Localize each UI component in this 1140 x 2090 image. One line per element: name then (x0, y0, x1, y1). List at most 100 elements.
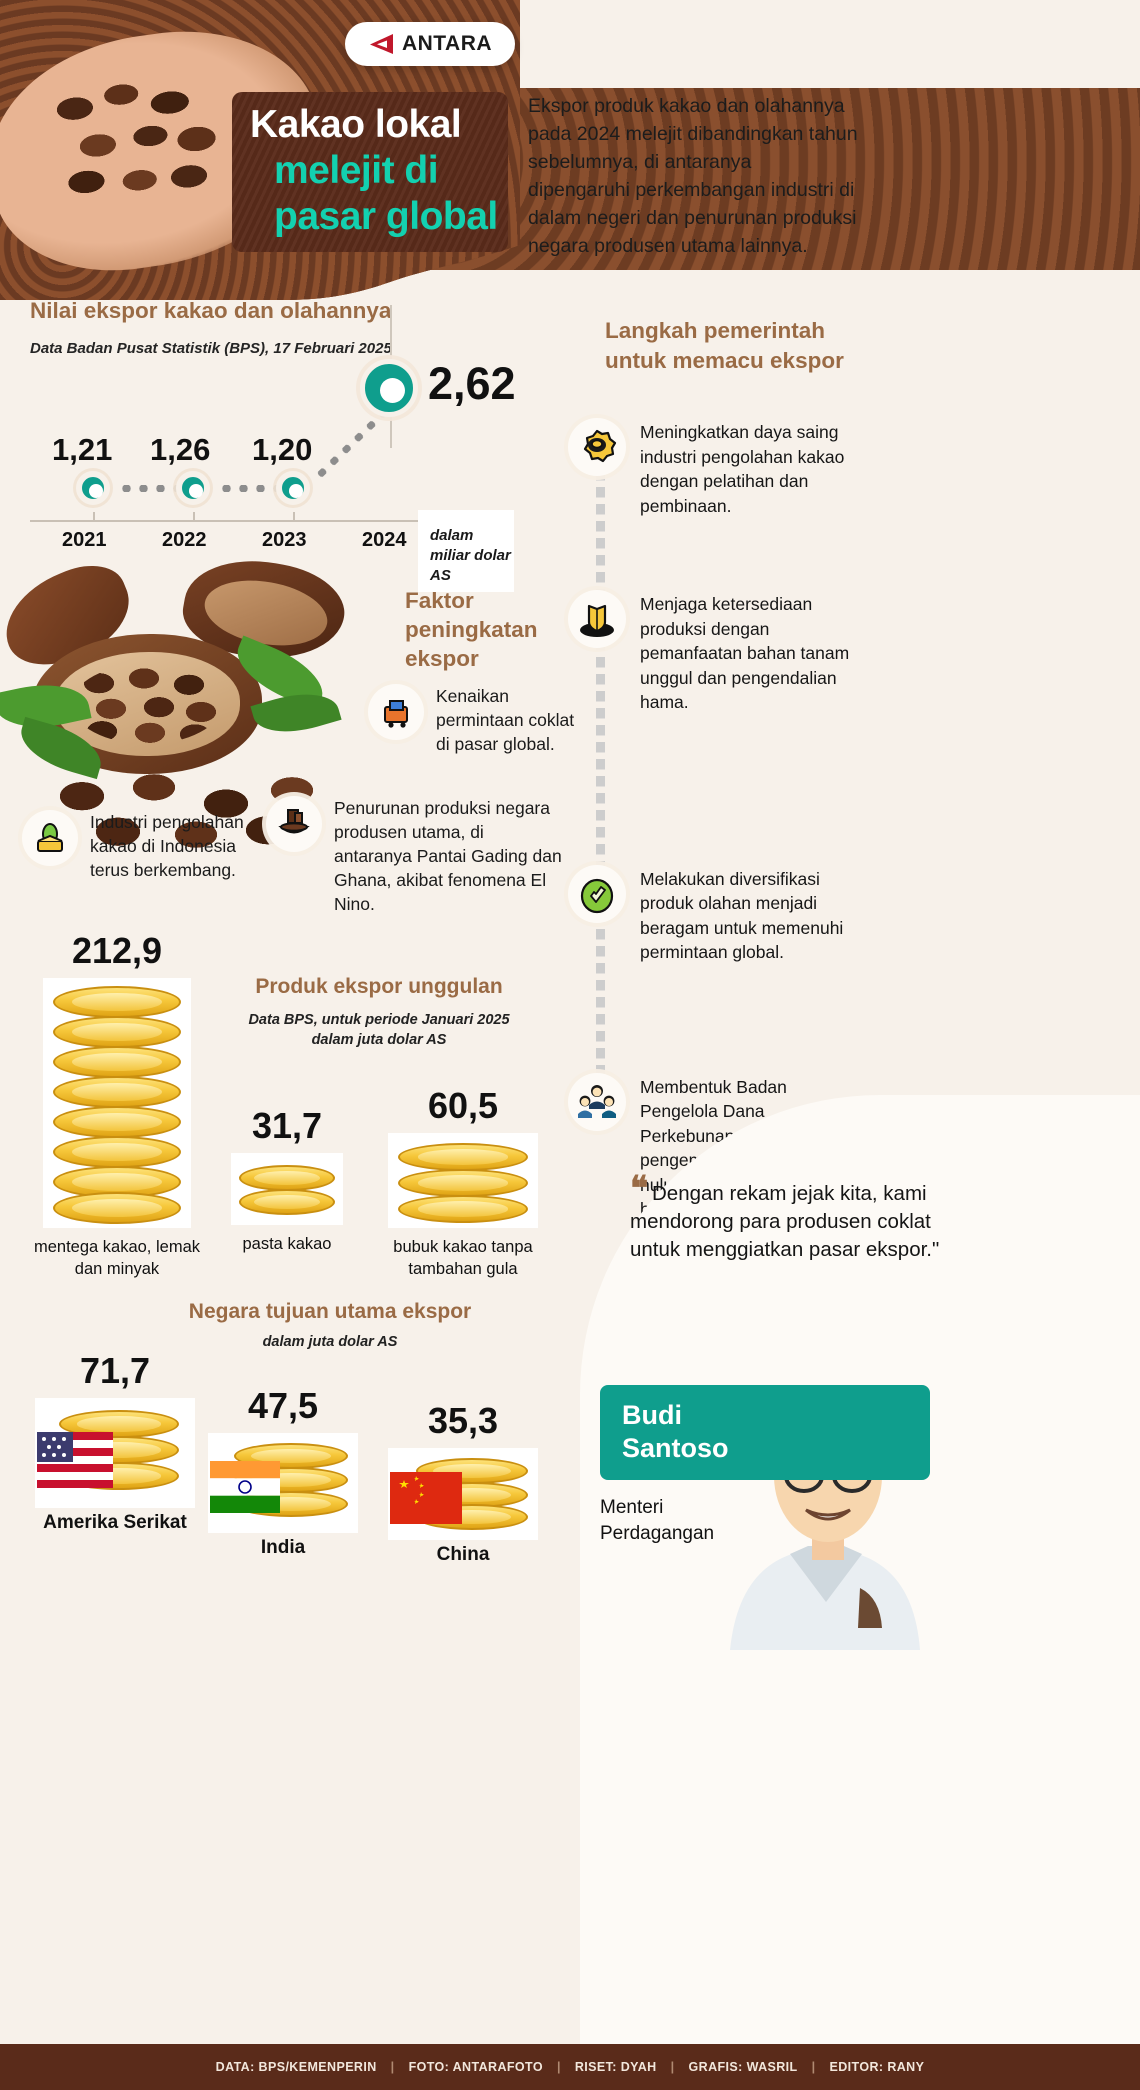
produk-item-3-label: bubuk kakao tanpa tambahan gula (393, 1238, 533, 1278)
minister-role-line-2: Perdagangan (600, 1523, 715, 1544)
faktor-item-2: Industri pengolahan kakao di Indonesia t… (22, 810, 272, 882)
negara-item-1-coin-stack (35, 1398, 195, 1508)
faktor-item-2-text: Industri pengolahan kakao di Indonesia t… (90, 812, 244, 880)
chart-x-axis (30, 520, 450, 522)
chart-point-2021 (76, 471, 110, 505)
hero-title-line-1: Kakao lokal (250, 103, 462, 146)
chart-label-2024: 2024 (362, 529, 407, 551)
minister-name-badge: Budi Santoso (600, 1385, 930, 1480)
produk-item-1-value: 212,9 (71, 930, 163, 971)
quote-block: ❝ Dengan rekam jejak kita, kami mendoron… (630, 1172, 960, 1264)
chart-label-2021: 2021 (62, 529, 107, 551)
footer-credit-2: FOTO: ANTARAFOTO (408, 2060, 543, 2074)
chart-tick-2021 (93, 512, 95, 522)
shield-icon (568, 590, 626, 648)
chart-value-2023: 1,20 (252, 432, 313, 467)
produk-item-3-coin-stack (388, 1133, 538, 1228)
chart-point-2024 (360, 359, 418, 417)
negara-item-3-label: China (436, 1544, 490, 1565)
footer-separator-1: | (390, 2060, 395, 2074)
produk-item-1: 212,9 mentega kakao, lemak dan minyak (22, 930, 212, 1280)
minister-name-line-2: Santoso (622, 1433, 729, 1463)
flag-usa-icon (37, 1432, 113, 1488)
quote-text: Dengan rekam jejak kita, kami mendorong … (630, 1182, 940, 1261)
langkah-item-3: Melakukan diversifikasi produk olahan me… (568, 864, 858, 965)
negara-item-1: 71,7 Amerika Serikat (20, 1350, 210, 1534)
chart-value-2024: 2,62 (428, 358, 516, 409)
flag-india-icon (210, 1461, 280, 1513)
produk-subheading: Data BPS, untuk periode Januari 2025 dal… (214, 1010, 544, 1050)
footer-separator-2: | (556, 2060, 561, 2074)
hero-title-box: Kakao lokal melejit di pasar global (232, 92, 508, 252)
minister-name-line-1: Budi (622, 1400, 682, 1430)
antara-triangle-logo-icon (369, 34, 393, 54)
negara-item-1-value: 71,7 (79, 1350, 151, 1391)
footer-credit-1: DATA: BPS/KEMENPERIN (215, 2060, 377, 2074)
chart-unit-box: dalam miliar dolar AS (418, 510, 514, 592)
chart-label-2022: 2022 (162, 529, 207, 551)
produk-item-3: 60,5 bubuk kakao tanpa tambahan gula (378, 1085, 548, 1280)
faktor-item-1: Kenaikan permintaan coklat di pasar glob… (368, 684, 578, 756)
cocoa-bowl-icon (266, 796, 322, 852)
people-group-icon (568, 1072, 626, 1131)
negara-item-1-label: Amerika Serikat (43, 1512, 187, 1533)
langkah-item-1-text: Meningkatkan daya saing industri pengola… (640, 422, 845, 516)
chart-tick-2023 (293, 512, 295, 522)
negara-item-2: 47,5 India (198, 1385, 368, 1559)
footer-credits: DATA: BPS/KEMENPERIN | FOTO: ANTARAFOTO … (0, 2044, 1140, 2090)
hero-section: ANTARA Kakao lokal melejit di pasar glob… (0, 0, 1140, 300)
produk-subheading-line-2: dalam juta dolar AS (311, 1032, 447, 1048)
flag-china-icon (390, 1472, 462, 1524)
chart-value-2021: 1,21 (52, 432, 113, 467)
hero-title-line-3: pasar global (274, 195, 498, 238)
produk-item-1-label: mentega kakao, lemak dan minyak (33, 1238, 200, 1278)
negara-item-3-coin-stack (388, 1448, 538, 1540)
chart-value-2022: 1,26 (150, 432, 211, 467)
quote-mark-icon: ❝ (630, 1170, 648, 1208)
export-value-section: Nilai ekspor kakao dan olahannya Data Ba… (30, 296, 550, 359)
hero-lead-paragraph: Ekspor produk kakao dan olahannya pada 2… (528, 95, 858, 257)
antara-logo[interactable]: ANTARA (345, 22, 515, 66)
produk-heading: Produk ekspor unggulan (255, 975, 503, 998)
produk-item-3-value: 60,5 (427, 1085, 499, 1126)
minister-role: Menteri Perdagangan (600, 1495, 714, 1547)
langkah-item-1: Meningkatkan daya saing industri pengola… (568, 418, 858, 518)
faktor-item-1-text: Kenaikan permintaan coklat di pasar glob… (436, 686, 575, 754)
thumbs-up-icon (568, 864, 626, 923)
minister-role-line-1: Menteri (600, 1497, 664, 1518)
hero-title-line-2: melejit di (274, 149, 439, 192)
chart-segment-2022-2023 (218, 485, 278, 492)
chart-segment-2021-2022 (118, 485, 178, 492)
footer-credit-5: EDITOR: RANY (829, 2060, 925, 2074)
chart-tick-2022 (193, 512, 195, 522)
negara-item-3: 35,3 China (378, 1400, 548, 1566)
produk-item-2-label: pasta kakao (242, 1235, 332, 1253)
produk-item-2-value: 31,7 (251, 1105, 323, 1146)
produk-item-1-coin-stack (43, 978, 191, 1228)
langkah-item-2-text: Menjaga ketersediaan produksi dengan pem… (640, 594, 850, 712)
chocolate-cart-icon (368, 684, 424, 740)
brand-name: ANTARA (401, 32, 493, 55)
negara-item-3-value: 35,3 (427, 1400, 499, 1441)
faktor-item-3-text: Penurunan produksi negara produsen utama… (334, 798, 562, 914)
footer-separator-4: | (811, 2060, 816, 2074)
gear-icon (568, 418, 626, 476)
negara-heading: Negara tujuan utama ekspor (188, 1300, 472, 1323)
export-value-line-chart: 1,21 1,26 1,20 2,62 2021 2022 2023 2024 … (30, 305, 550, 592)
negara-item-2-label: India (260, 1537, 306, 1558)
footer-credit-3: RISET: DYAH (574, 2060, 657, 2074)
produk-item-2-coin-stack (231, 1153, 343, 1225)
chart-point-2023 (276, 471, 310, 505)
footer-separator-3: | (670, 2060, 675, 2074)
cocoa-industry-icon (22, 810, 78, 866)
langkah-item-3-text: Melakukan diversifikasi produk olahan me… (640, 868, 844, 963)
faktor-heading: Faktor peningkatan ekspor (405, 588, 538, 671)
chart-point-2022 (176, 471, 210, 505)
negara-item-2-value: 47,5 (247, 1385, 319, 1426)
langkah-item-2: Menjaga ketersediaan produksi dengan pem… (568, 590, 858, 715)
langkah-heading: Langkah pemerintah untuk memacu ekspor (605, 318, 844, 373)
export-value-heading: Nilai ekspor kakao dan olahannya (30, 298, 392, 323)
cocoa-beans-cluster (34, 60, 237, 209)
cocoa-beans-inside-pod (72, 664, 222, 744)
faktor-item-3: Penurunan produksi negara produsen utama… (266, 796, 566, 916)
